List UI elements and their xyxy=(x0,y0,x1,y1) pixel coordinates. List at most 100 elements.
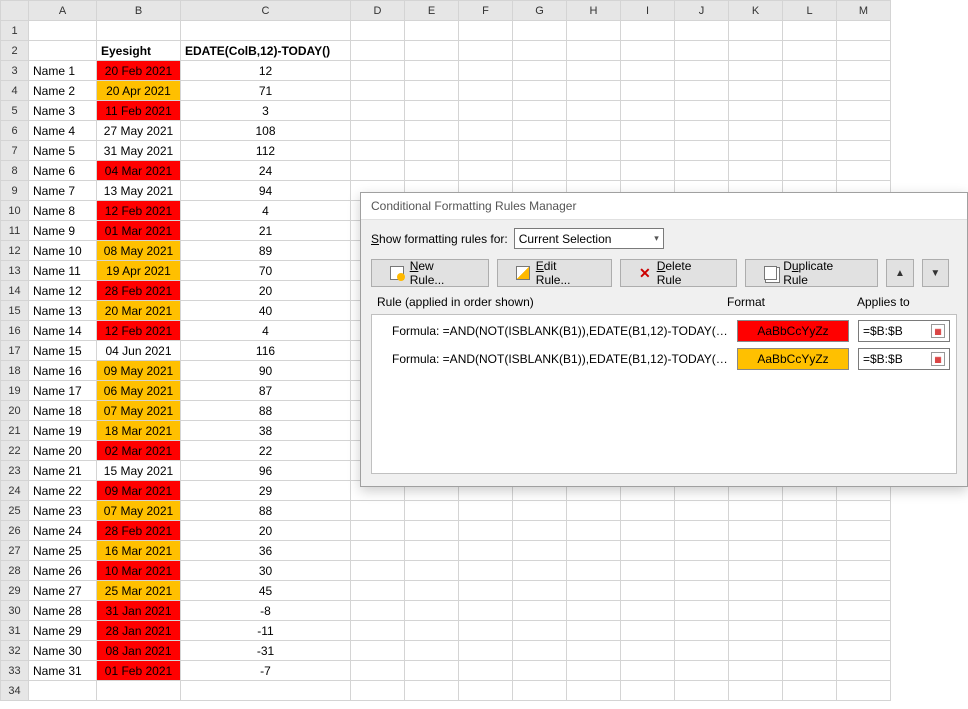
rule-row-0[interactable]: Formula: =AND(NOT(ISBLANK(B1)),EDATE(B1,… xyxy=(372,317,956,345)
cell-H4[interactable] xyxy=(567,81,621,101)
cell-D33[interactable] xyxy=(351,661,405,681)
row-header-12[interactable]: 12 xyxy=(1,241,29,261)
cell-E34[interactable] xyxy=(405,681,459,701)
applies-to-input[interactable]: =$B:$B▦ xyxy=(858,348,950,370)
cell-M5[interactable] xyxy=(837,101,891,121)
cell-J30[interactable] xyxy=(675,601,729,621)
cell-B9[interactable]: 13 May 2021 xyxy=(97,181,181,201)
cell-A32[interactable]: Name 30 xyxy=(29,641,97,661)
cell-I26[interactable] xyxy=(621,521,675,541)
cell-G4[interactable] xyxy=(513,81,567,101)
cell-M4[interactable] xyxy=(837,81,891,101)
cell-D29[interactable] xyxy=(351,581,405,601)
cell-G3[interactable] xyxy=(513,61,567,81)
delete-rule-button[interactable]: ✕ Delete Rule xyxy=(620,259,737,287)
col-header-K[interactable]: K xyxy=(729,1,783,21)
cell-J33[interactable] xyxy=(675,661,729,681)
show-rules-select[interactable]: Current Selection ▾ xyxy=(514,228,664,249)
cell-K6[interactable] xyxy=(729,121,783,141)
cell-E7[interactable] xyxy=(405,141,459,161)
cell-C34[interactable] xyxy=(181,681,351,701)
cell-I4[interactable] xyxy=(621,81,675,101)
cell-G6[interactable] xyxy=(513,121,567,141)
cell-B16[interactable]: 12 Feb 2021 xyxy=(97,321,181,341)
cell-A15[interactable]: Name 13 xyxy=(29,301,97,321)
cell-A27[interactable]: Name 25 xyxy=(29,541,97,561)
cell-A29[interactable]: Name 27 xyxy=(29,581,97,601)
row-header-28[interactable]: 28 xyxy=(1,561,29,581)
cell-A3[interactable]: Name 1 xyxy=(29,61,97,81)
row-header-10[interactable]: 10 xyxy=(1,201,29,221)
cell-L5[interactable] xyxy=(783,101,837,121)
cell-A20[interactable]: Name 18 xyxy=(29,401,97,421)
cell-A7[interactable]: Name 5 xyxy=(29,141,97,161)
row-header-29[interactable]: 29 xyxy=(1,581,29,601)
cell-A10[interactable]: Name 8 xyxy=(29,201,97,221)
cell-C19[interactable]: 87 xyxy=(181,381,351,401)
row-header-9[interactable]: 9 xyxy=(1,181,29,201)
row-header-21[interactable]: 21 xyxy=(1,421,29,441)
cell-B28[interactable]: 10 Mar 2021 xyxy=(97,561,181,581)
cell-A14[interactable]: Name 12 xyxy=(29,281,97,301)
cell-C10[interactable]: 4 xyxy=(181,201,351,221)
row-header-6[interactable]: 6 xyxy=(1,121,29,141)
row-header-18[interactable]: 18 xyxy=(1,361,29,381)
cell-C15[interactable]: 40 xyxy=(181,301,351,321)
cell-D8[interactable] xyxy=(351,161,405,181)
cell-A5[interactable]: Name 3 xyxy=(29,101,97,121)
cell-E28[interactable] xyxy=(405,561,459,581)
cell-A8[interactable]: Name 6 xyxy=(29,161,97,181)
cell-B3[interactable]: 20 Feb 2021 xyxy=(97,61,181,81)
cell-J27[interactable] xyxy=(675,541,729,561)
cell-B30[interactable]: 31 Jan 2021 xyxy=(97,601,181,621)
cell-G28[interactable] xyxy=(513,561,567,581)
cell-D7[interactable] xyxy=(351,141,405,161)
cell-C28[interactable]: 30 xyxy=(181,561,351,581)
cell-B20[interactable]: 07 May 2021 xyxy=(97,401,181,421)
cell-F1[interactable] xyxy=(459,21,513,41)
cell-E4[interactable] xyxy=(405,81,459,101)
row-header-19[interactable]: 19 xyxy=(1,381,29,401)
cell-M7[interactable] xyxy=(837,141,891,161)
cell-B6[interactable]: 27 May 2021 xyxy=(97,121,181,141)
cell-D4[interactable] xyxy=(351,81,405,101)
cell-H27[interactable] xyxy=(567,541,621,561)
cell-B23[interactable]: 15 May 2021 xyxy=(97,461,181,481)
cell-A30[interactable]: Name 28 xyxy=(29,601,97,621)
row-header-30[interactable]: 30 xyxy=(1,601,29,621)
cell-A16[interactable]: Name 14 xyxy=(29,321,97,341)
cell-D25[interactable] xyxy=(351,501,405,521)
col-header-H[interactable]: H xyxy=(567,1,621,21)
cell-D1[interactable] xyxy=(351,21,405,41)
cell-D28[interactable] xyxy=(351,561,405,581)
cell-C30[interactable]: -8 xyxy=(181,601,351,621)
row-header-7[interactable]: 7 xyxy=(1,141,29,161)
row-header-14[interactable]: 14 xyxy=(1,281,29,301)
cell-M26[interactable] xyxy=(837,521,891,541)
cell-A28[interactable]: Name 26 xyxy=(29,561,97,581)
row-header-13[interactable]: 13 xyxy=(1,261,29,281)
cell-H32[interactable] xyxy=(567,641,621,661)
cell-E30[interactable] xyxy=(405,601,459,621)
cell-J1[interactable] xyxy=(675,21,729,41)
cell-A18[interactable]: Name 16 xyxy=(29,361,97,381)
cell-B25[interactable]: 07 May 2021 xyxy=(97,501,181,521)
cell-F25[interactable] xyxy=(459,501,513,521)
cell-J2[interactable] xyxy=(675,41,729,61)
row-header-20[interactable]: 20 xyxy=(1,401,29,421)
row-header-24[interactable]: 24 xyxy=(1,481,29,501)
cell-C33[interactable]: -7 xyxy=(181,661,351,681)
cell-C18[interactable]: 90 xyxy=(181,361,351,381)
cell-L7[interactable] xyxy=(783,141,837,161)
cell-D26[interactable] xyxy=(351,521,405,541)
col-header-J[interactable]: J xyxy=(675,1,729,21)
cell-C8[interactable]: 24 xyxy=(181,161,351,181)
cell-C9[interactable]: 94 xyxy=(181,181,351,201)
cell-B19[interactable]: 06 May 2021 xyxy=(97,381,181,401)
cell-C13[interactable]: 70 xyxy=(181,261,351,281)
cell-F6[interactable] xyxy=(459,121,513,141)
cell-B27[interactable]: 16 Mar 2021 xyxy=(97,541,181,561)
cell-E3[interactable] xyxy=(405,61,459,81)
cell-K4[interactable] xyxy=(729,81,783,101)
cell-M27[interactable] xyxy=(837,541,891,561)
